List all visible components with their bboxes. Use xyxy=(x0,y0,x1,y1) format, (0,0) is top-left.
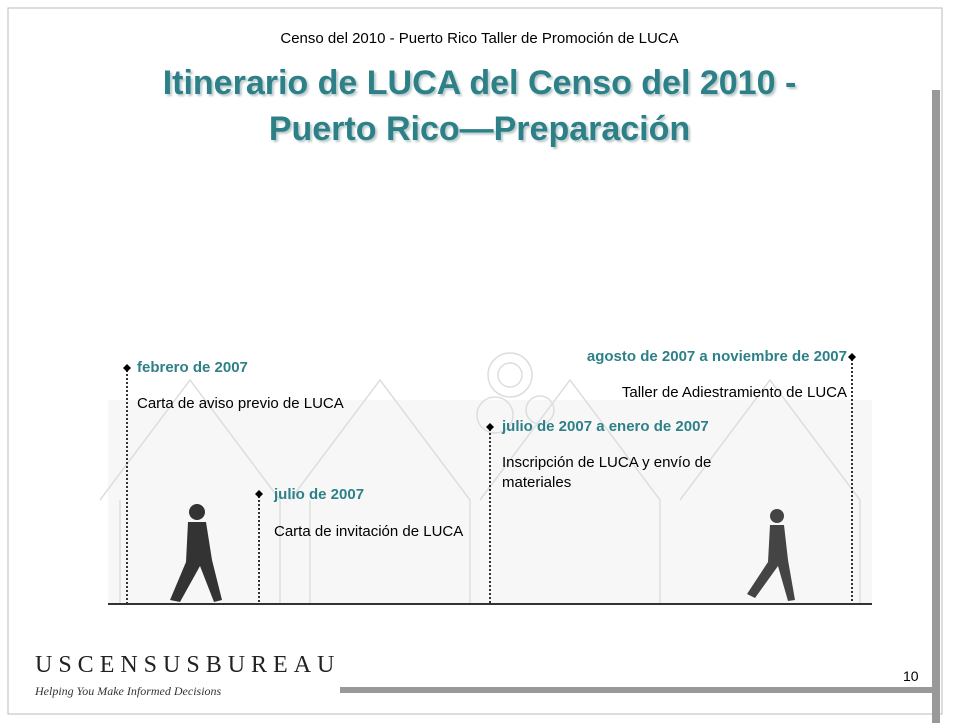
side-bar xyxy=(932,90,940,723)
slide: Censo del 2010 - Puerto Rico Taller de P… xyxy=(0,0,959,723)
tagline: Helping You Make Informed Decisions xyxy=(35,684,221,699)
page-number: 10 xyxy=(903,668,919,684)
footer-bar xyxy=(340,687,940,693)
event-description: Inscripción de LUCA y envío de materiale… xyxy=(502,453,762,493)
event-date: julio de 2007 xyxy=(274,486,364,503)
event-description: Taller de Adiestramiento de LUCA xyxy=(622,383,847,403)
title: Puerto Rico—Preparación xyxy=(0,110,959,149)
event-date: julio de 2007 a enero de 2007 xyxy=(502,418,709,435)
event-description: Carta de invitación de LUCA xyxy=(274,522,464,542)
title: Itinerario de LUCA del Censo del 2010 - xyxy=(0,64,959,103)
subtitle: Censo del 2010 - Puerto Rico Taller de P… xyxy=(0,30,959,47)
event-date: febrero de 2007 xyxy=(137,359,248,376)
event-description: Carta de aviso previo de LUCA xyxy=(137,394,437,414)
event-date: agosto de 2007 a noviembre de 2007 xyxy=(587,348,847,365)
logo: USCENSUSBUREAU xyxy=(35,652,340,679)
